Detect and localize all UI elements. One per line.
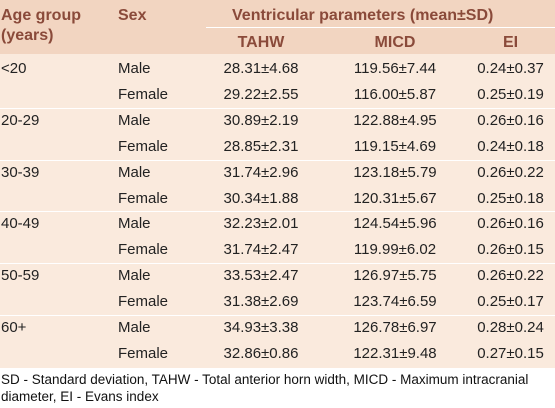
cell-ei: 0.24±0.37 xyxy=(477,60,544,77)
cell-micd: 123.74±6.59 xyxy=(353,293,437,311)
cell-sex: Male xyxy=(118,60,151,77)
header-col-tahw: TAHW xyxy=(237,34,285,51)
cell-ei: 0.26±0.15 xyxy=(477,241,544,259)
cell-ei: 0.26±0.16 xyxy=(477,111,544,129)
cell-ei: 0.28±0.24 xyxy=(477,319,544,336)
cell-age-group: 60+ xyxy=(1,319,27,336)
cell-micd: 119.99±6.02 xyxy=(353,241,437,259)
cell-age-group: 20-29 xyxy=(1,111,40,129)
cell-micd: 126.97±5.75 xyxy=(353,267,437,285)
row-group-divider xyxy=(0,211,555,212)
cell-ei: 0.27±0.15 xyxy=(477,344,544,362)
cell-micd: 123.18±5.79 xyxy=(353,163,437,181)
cell-tahw: 30.89±2.19 xyxy=(223,111,299,129)
cell-ei: 0.25±0.18 xyxy=(477,189,544,207)
cell-tahw: 28.85±2.31 xyxy=(223,137,299,155)
cell-sex: Female xyxy=(118,137,169,155)
cell-sex: Female xyxy=(118,293,169,311)
cell-sex: Male xyxy=(118,267,151,285)
cell-ei: 0.25±0.17 xyxy=(477,293,544,311)
cell-tahw: 30.34±1.88 xyxy=(223,189,299,207)
cell-sex: Male xyxy=(118,215,151,233)
row-group-divider xyxy=(0,263,555,264)
cell-ei: 0.26±0.22 xyxy=(477,267,544,285)
cell-ei: 0.25±0.19 xyxy=(477,85,544,103)
cell-ei: 0.24±0.18 xyxy=(477,137,544,155)
cell-tahw: 29.22±2.55 xyxy=(223,85,299,103)
cell-micd: 126.78±6.97 xyxy=(353,319,437,336)
cell-micd: 120.31±5.67 xyxy=(353,189,437,207)
cell-micd: 124.54±5.96 xyxy=(353,215,437,233)
table-footnote: SD - Standard deviation, TAHW - Total an… xyxy=(1,372,529,404)
header-age-group: Age group xyxy=(1,7,81,24)
cell-tahw: 31.38±2.69 xyxy=(223,293,299,311)
header-col-micd: MICD xyxy=(374,34,416,51)
cell-micd: 116.00±5.87 xyxy=(353,85,437,103)
header-age-unit: (years) xyxy=(1,27,54,44)
cell-tahw: 33.53±2.47 xyxy=(223,267,299,285)
cell-ei: 0.26±0.16 xyxy=(477,215,544,233)
cell-sex: Male xyxy=(118,163,151,181)
cell-sex: Male xyxy=(118,319,151,336)
cell-micd: 119.56±7.44 xyxy=(353,60,437,77)
header-col-ei: EI xyxy=(502,34,519,51)
header-divider xyxy=(206,27,555,28)
cell-sex: Female xyxy=(118,241,169,259)
cell-sex: Female xyxy=(118,344,169,362)
header-sex: Sex xyxy=(118,7,147,24)
cell-micd: 122.31±9.48 xyxy=(353,344,437,362)
cell-tahw: 28.31±4.68 xyxy=(223,60,299,77)
cell-sex: Female xyxy=(118,189,169,207)
cell-age-group: 30-39 xyxy=(1,163,40,181)
header-ventricular-parameters: Ventricular parameters (mean±SD) xyxy=(232,7,494,24)
cell-tahw: 32.86±0.86 xyxy=(223,344,299,362)
cell-age-group: 50-59 xyxy=(1,267,40,285)
cell-age-group: <20 xyxy=(1,60,27,77)
cell-age-group: 40-49 xyxy=(1,215,40,233)
cell-sex: Male xyxy=(118,111,151,129)
cell-micd: 119.15±4.69 xyxy=(353,137,437,155)
cell-tahw: 34.93±3.38 xyxy=(223,319,299,336)
cell-tahw: 32.23±2.01 xyxy=(223,215,299,233)
cell-ei: 0.26±0.22 xyxy=(477,163,544,181)
row-group-divider xyxy=(0,108,555,109)
cell-sex: Female xyxy=(118,85,169,103)
row-group-divider xyxy=(0,160,555,161)
cell-micd: 122.88±4.95 xyxy=(353,111,437,129)
row-group-divider xyxy=(0,315,555,316)
cell-tahw: 31.74±2.96 xyxy=(223,163,299,181)
cell-tahw: 31.74±2.47 xyxy=(223,241,299,259)
